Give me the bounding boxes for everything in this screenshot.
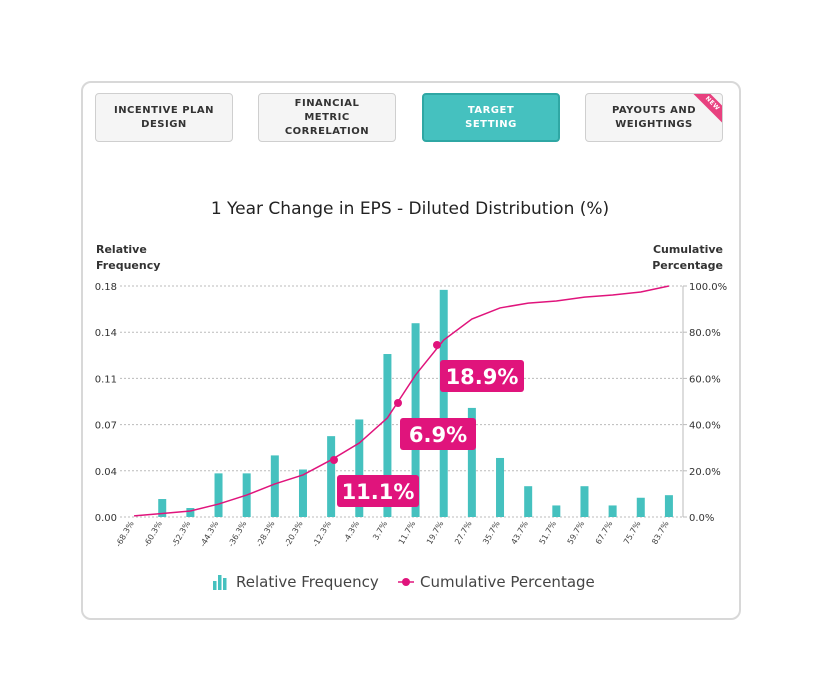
- bar: [439, 289, 448, 517]
- y-tick-label: 0.14: [95, 328, 117, 339]
- y-tick-label: 0.04: [95, 467, 117, 478]
- bar: [158, 499, 167, 517]
- x-tick-label: 83.7%: [650, 519, 671, 546]
- x-tick-label: 11.7%: [397, 519, 418, 546]
- y-tick-label: 0.18: [95, 282, 117, 293]
- tab-label: FINANCIAL METRIC CORRELATION: [284, 97, 370, 137]
- bar: [327, 436, 336, 517]
- axis-title: Relative Frequency: [96, 243, 160, 272]
- x-tick-label: 51.7%: [538, 519, 559, 546]
- x-tick-label: 67.7%: [594, 519, 615, 546]
- axis-title-line: Frequency: [96, 259, 160, 272]
- bar: [214, 473, 223, 517]
- annotation-box: [440, 360, 524, 392]
- annotation: 6.9%: [409, 423, 467, 447]
- y-tick-label: 0.00: [95, 513, 117, 524]
- axis-title-line: Relative: [96, 243, 147, 256]
- x-tick-label: -28.3%: [255, 519, 277, 548]
- x-tick-label: 3.7%: [371, 519, 389, 541]
- chart-title: 1 Year Change in EPS - Diluted Distribut…: [211, 199, 609, 219]
- y2-tick-label: 20.0%: [689, 467, 721, 478]
- card: [81, 81, 741, 620]
- legend-label: Relative Frequency: [236, 573, 379, 591]
- tab-label: PAYOUTS AND WEIGHTINGS: [611, 104, 697, 130]
- y2-tick-label: 40.0%: [689, 421, 721, 432]
- legend-icon: [218, 575, 222, 590]
- y-tick-label: 0.11: [95, 374, 117, 385]
- bar: [524, 486, 533, 517]
- y2-tick-label: 80.0%: [689, 328, 721, 339]
- annotation-dot: [433, 341, 441, 349]
- tab[interactable]: TARGET SETTING: [422, 93, 560, 142]
- annotation: 18.9%: [446, 365, 519, 389]
- bar: [580, 486, 589, 517]
- annotation-box: [337, 475, 419, 507]
- bar: [383, 354, 392, 517]
- legend-label: Cumulative Percentage: [420, 573, 595, 591]
- y2-tick-label: 60.0%: [689, 374, 721, 385]
- x-tick-label: -60.3%: [142, 519, 164, 548]
- bar: [636, 497, 645, 517]
- x-tick-label: -12.3%: [311, 519, 333, 548]
- bar: [496, 457, 505, 517]
- bar: [552, 505, 561, 517]
- tab[interactable]: FINANCIAL METRIC CORRELATION: [258, 93, 396, 142]
- x-tick-label: -36.3%: [226, 519, 248, 548]
- x-tick-label: -52.3%: [170, 519, 192, 548]
- bar: [608, 505, 617, 517]
- y-tick-label: 0.07: [95, 421, 117, 432]
- legend-icon: [223, 578, 227, 590]
- x-tick-label: -20.3%: [283, 519, 305, 548]
- y2-tick-label: 0.0%: [689, 513, 714, 524]
- annotation-dot: [330, 456, 338, 464]
- tab-label: TARGET SETTING: [465, 104, 517, 130]
- x-tick-label: -44.3%: [198, 519, 220, 548]
- annotation-box: [400, 418, 476, 450]
- x-tick-label: 43.7%: [509, 519, 530, 546]
- x-tick-label: -4.3%: [342, 519, 362, 544]
- axis-title-line: Cumulative: [653, 243, 723, 256]
- annotation: 11.1%: [342, 480, 415, 504]
- y2-tick-label: 100.0%: [689, 282, 727, 293]
- bar: [270, 455, 279, 517]
- legend-icon: [213, 581, 217, 590]
- legend-icon: [402, 578, 410, 586]
- line: [134, 285, 670, 517]
- tab[interactable]: INCENTIVE PLAN DESIGN: [95, 93, 233, 142]
- bar: [355, 419, 364, 517]
- tab[interactable]: PAYOUTS AND WEIGHTINGS NEW: [585, 93, 723, 142]
- bar: [467, 407, 476, 517]
- bar: [298, 469, 307, 517]
- x-tick-label: 59.7%: [566, 519, 587, 546]
- tab-label: INCENTIVE PLAN DESIGN: [113, 104, 215, 130]
- bar: [664, 495, 673, 517]
- axis-title: Cumulative Percentage: [652, 243, 723, 272]
- x-tick-label: 27.7%: [453, 519, 474, 546]
- x-tick-label: 75.7%: [622, 519, 643, 546]
- x-tick-label: 35.7%: [481, 519, 502, 546]
- axis-title-line: Percentage: [652, 259, 723, 272]
- x-tick-label: -68.3%: [114, 519, 136, 548]
- bar: [186, 508, 195, 517]
- annotation-dot: [394, 399, 402, 407]
- x-tick-label: 19.7%: [425, 519, 446, 546]
